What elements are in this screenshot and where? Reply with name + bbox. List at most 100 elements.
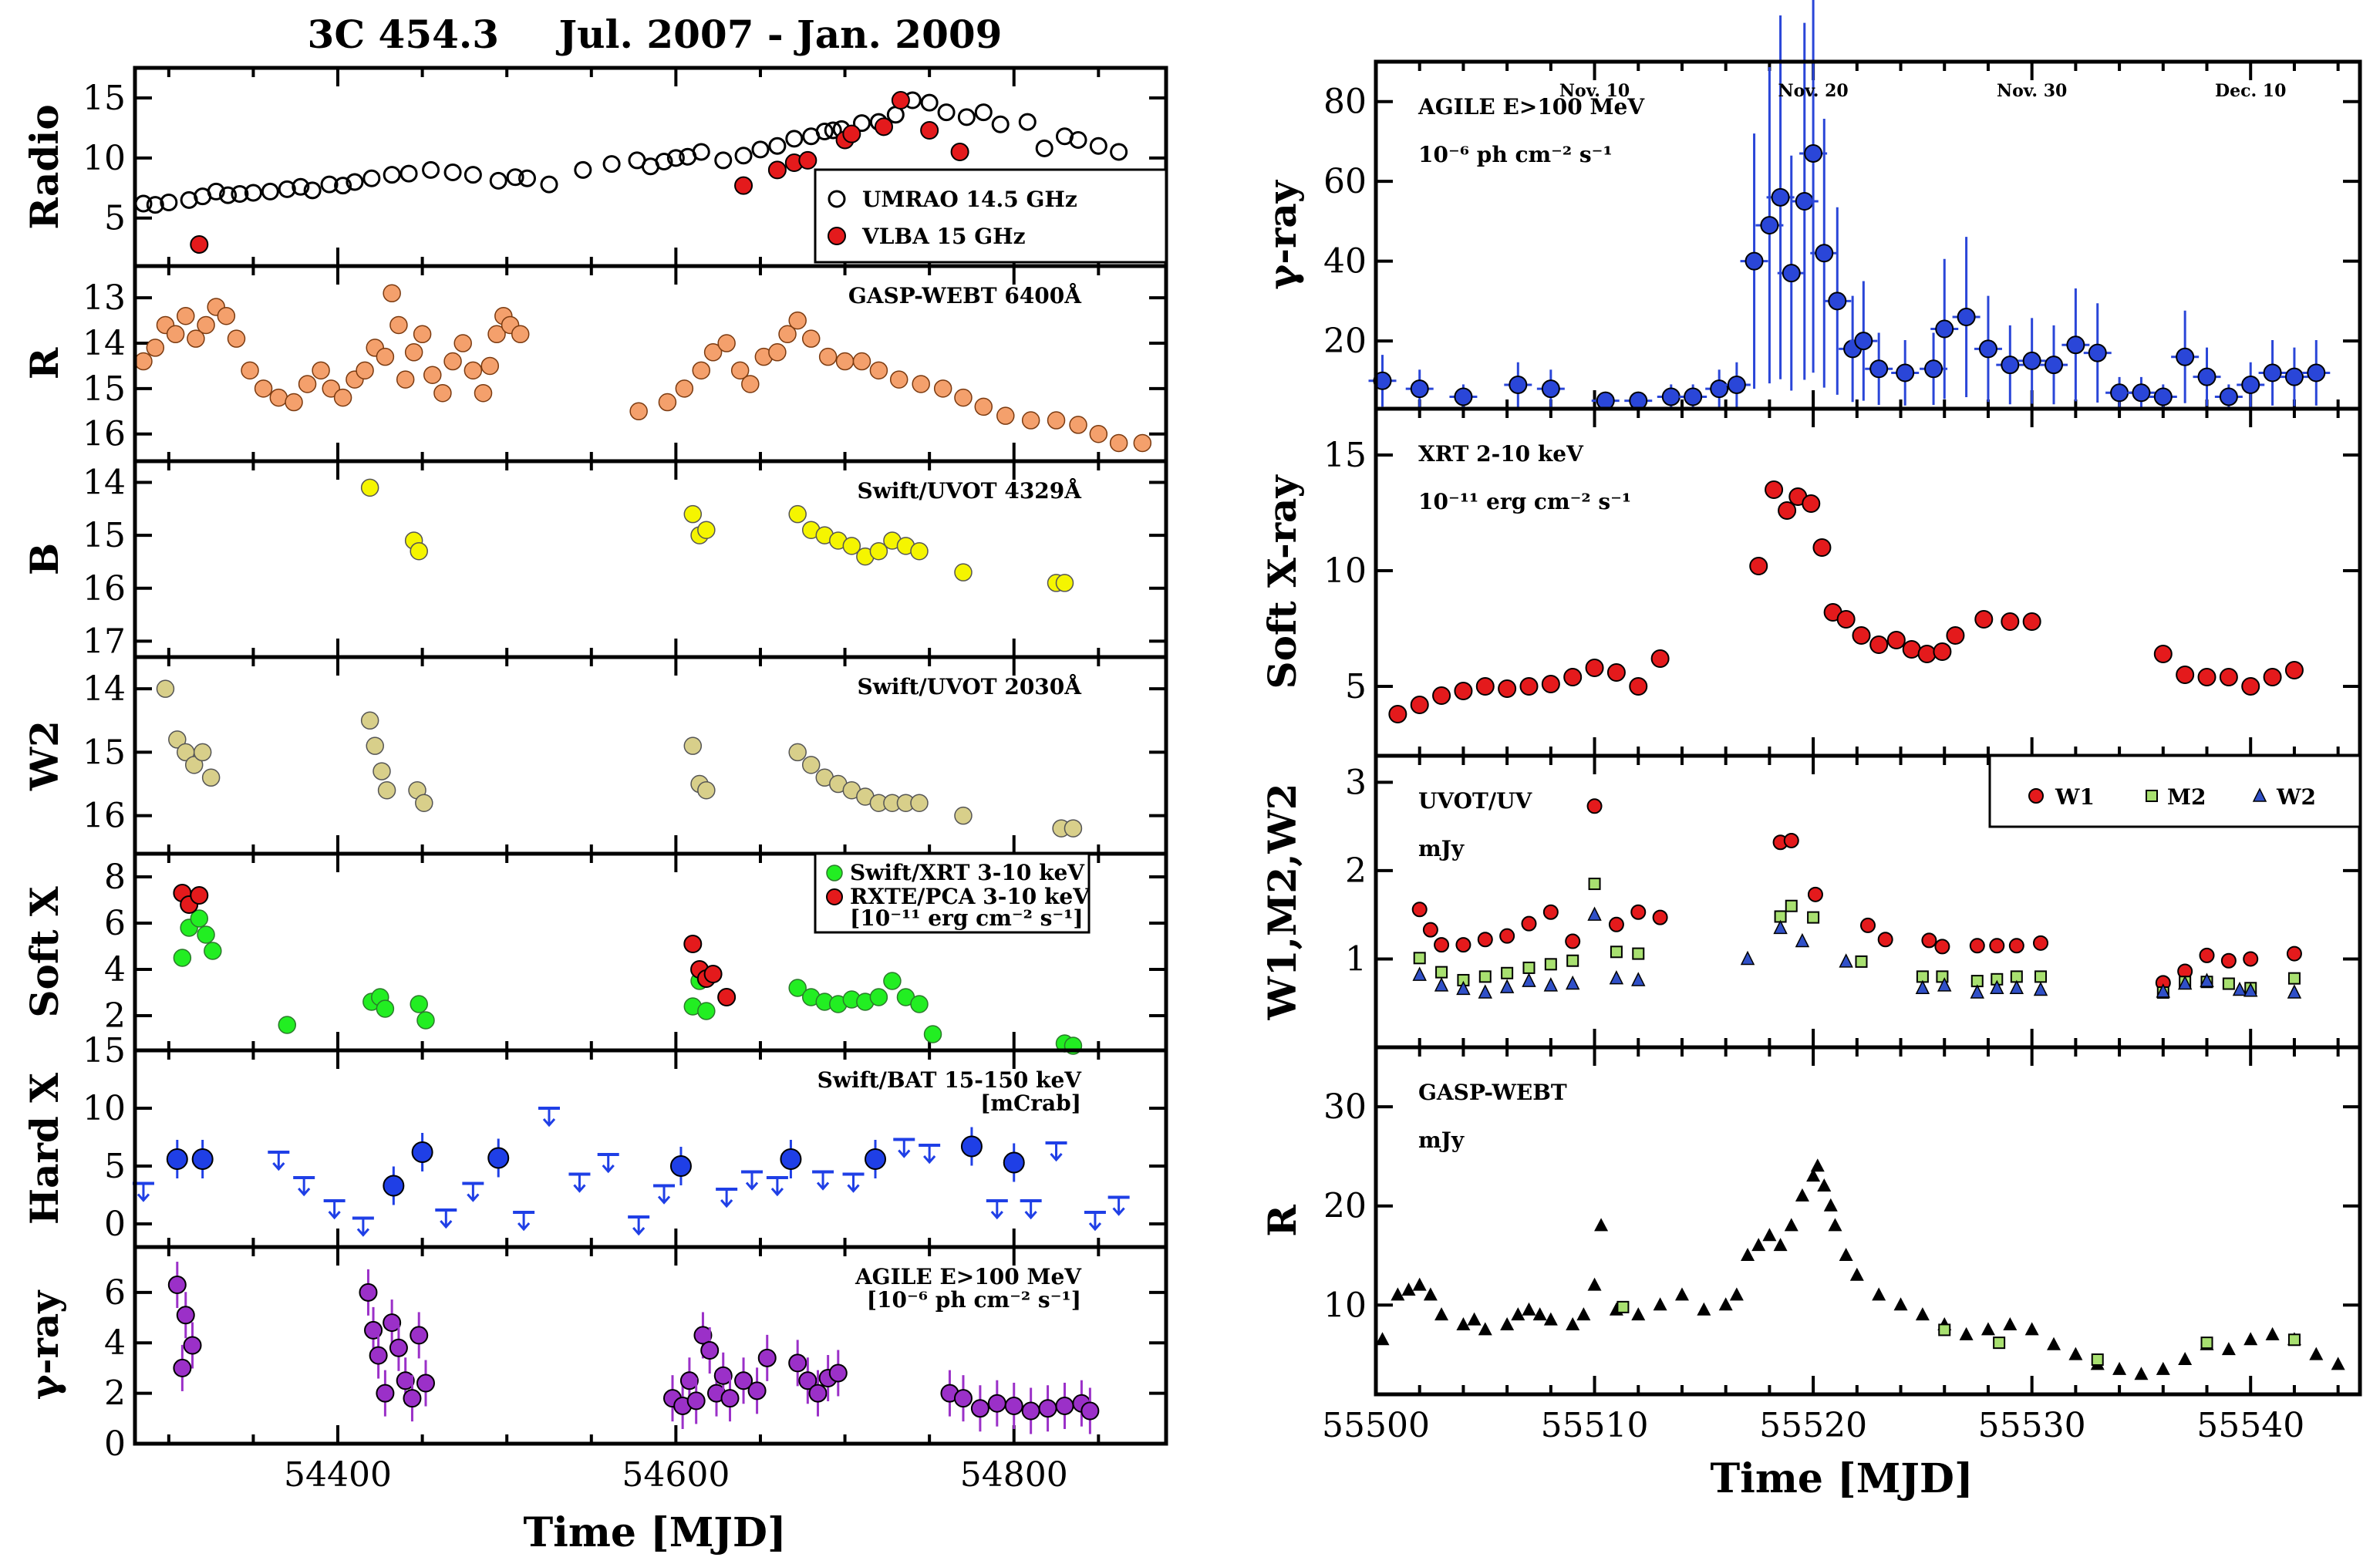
y-tick-label: 80	[1323, 83, 1367, 122]
data-point	[1566, 954, 1579, 967]
data-point	[1804, 143, 1823, 163]
data-point	[2287, 972, 2301, 985]
y-tick-label: 3	[1345, 763, 1367, 802]
data-point	[714, 151, 733, 170]
data-point	[2134, 1367, 2149, 1380]
data-point	[1810, 1158, 1825, 1172]
data-point	[2219, 387, 2238, 406]
data-point	[852, 352, 871, 371]
data-point	[808, 1384, 828, 1403]
y-tick-label: 30	[1323, 1087, 1367, 1127]
data-point	[1630, 904, 1647, 920]
legend-m2: M2	[2167, 784, 2206, 810]
data-point	[1762, 1228, 1777, 1242]
data-point	[2220, 952, 2237, 969]
y-tick-label: 8	[104, 858, 126, 897]
legend-red-marker	[828, 227, 846, 245]
data-point	[1886, 631, 1906, 649]
data-point	[278, 1016, 297, 1034]
data-point	[920, 120, 939, 140]
data-point	[683, 504, 703, 524]
data-point	[1684, 387, 1703, 406]
data-point	[1852, 626, 1871, 645]
data-point	[1477, 932, 1493, 948]
data-point	[1959, 1326, 1974, 1340]
data-point	[219, 186, 238, 204]
data-point	[1498, 679, 1517, 698]
panel-R1: 20 40 60 80 γ-ray AGILE E>100 MeV 10⁻⁶ ph cm⁻²…	[1259, 0, 2362, 411]
data-point	[679, 1371, 699, 1390]
data-point	[717, 988, 737, 1006]
data-point	[751, 140, 770, 159]
data-point	[1412, 966, 1427, 981]
data-point	[2199, 947, 2215, 963]
y-tick-label: 20	[1323, 322, 1367, 361]
y-tick-label: 16	[83, 415, 126, 454]
data-point	[2176, 347, 2195, 366]
y-axis-label: Hard X	[22, 1073, 67, 1225]
data-point	[2284, 367, 2304, 386]
panel-annotation: UVOT/UV	[1418, 788, 1533, 814]
data-point	[2284, 661, 2304, 679]
panel-R4: 10 20 30 55500 55510 55520 55530 55540 R GASP-WEB…	[1259, 1045, 2362, 1445]
data-point	[1745, 251, 1764, 271]
data-point	[346, 173, 364, 191]
y-tick-label: 14	[83, 324, 126, 363]
data-point	[359, 1283, 378, 1302]
data-point	[1970, 984, 1984, 999]
y-tick-label: 1	[1345, 939, 1367, 979]
data-point	[734, 176, 753, 195]
data-point	[987, 1394, 1006, 1413]
y-tick-label: 5	[1345, 667, 1367, 706]
data-point	[1650, 649, 1670, 668]
data-point	[883, 972, 902, 990]
data-point	[517, 169, 536, 187]
data-point	[190, 886, 209, 905]
data-point	[991, 115, 1010, 133]
upper-limit-arrow	[467, 1183, 480, 1202]
data-point	[2232, 981, 2247, 996]
data-point	[433, 383, 452, 403]
data-point	[303, 181, 322, 200]
data-point	[1608, 916, 1624, 932]
y-tick-label: 6	[104, 1273, 126, 1313]
left-x-axis-label: Time [MJD]	[523, 1509, 786, 1556]
data-point	[768, 343, 787, 362]
data-point	[1823, 1198, 1838, 1212]
data-point	[173, 1358, 192, 1377]
legend-open-marker	[828, 190, 846, 208]
data-point	[464, 361, 483, 380]
panel-L7: 0 2 4 6 54400 54600 54800 γ-ray AGILE E>100 MeV[…	[22, 1245, 1168, 1495]
y-tick-label: 15	[83, 516, 126, 555]
panel-L6: 0 5 10 15 Hard X Swift/BAT 15-150 keV[mCrab]	[22, 1031, 1168, 1249]
data-point	[383, 1175, 405, 1197]
data-point	[693, 1326, 713, 1345]
panel-annotation: Swift/UVOT 4329Å	[858, 477, 1083, 504]
data-point	[187, 329, 205, 348]
data-point	[974, 103, 993, 122]
data-point	[1710, 379, 1729, 399]
data-point	[1543, 977, 1559, 992]
data-point	[1435, 966, 1448, 979]
upper-limit-arrow	[542, 1108, 556, 1127]
data-point	[244, 184, 262, 202]
data-point	[2153, 645, 2173, 663]
legend-w1-marker	[2028, 788, 2044, 804]
data-point	[2022, 612, 2041, 631]
data-point	[889, 370, 909, 389]
data-point	[788, 311, 807, 330]
data-point	[1519, 677, 1539, 696]
data-point	[730, 361, 750, 380]
data-point	[489, 171, 507, 190]
data-point	[1631, 972, 1646, 986]
y-tick-label: 6	[104, 904, 126, 943]
data-point	[842, 124, 861, 143]
upper-limit-arrow	[517, 1212, 531, 1232]
data-point	[410, 995, 428, 1013]
panel-frame	[1374, 1045, 2362, 1397]
data-point	[2307, 363, 2326, 383]
y-tick-label: 14	[83, 463, 126, 502]
data-point	[996, 406, 1015, 425]
y-tick-label: 4	[104, 950, 126, 989]
data-point	[389, 1338, 408, 1357]
